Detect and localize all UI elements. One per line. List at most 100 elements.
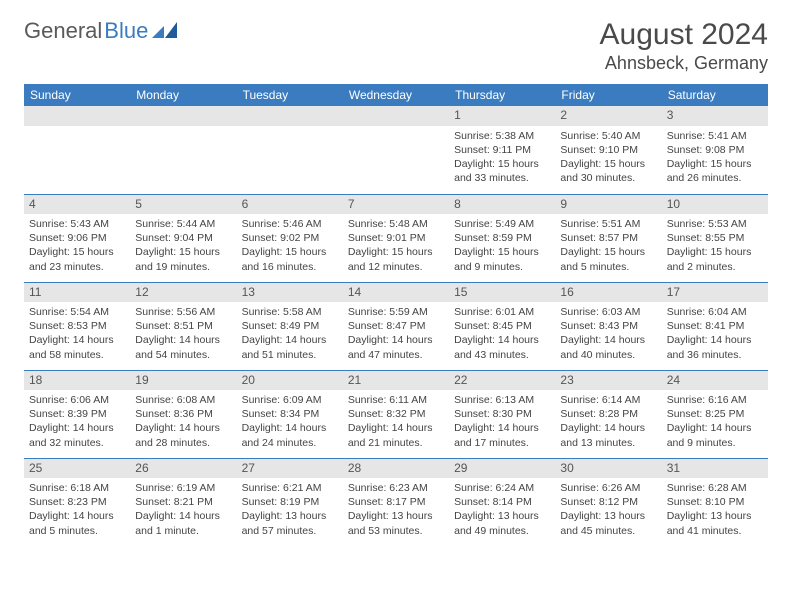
day-number: 23: [555, 371, 661, 391]
day-detail: Sunrise: 5:41 AMSunset: 9:08 PMDaylight:…: [662, 126, 768, 188]
day-detail: Sunrise: 5:44 AMSunset: 9:04 PMDaylight:…: [130, 214, 236, 276]
day-number: 4: [24, 195, 130, 215]
calendar-day-cell: 31Sunrise: 6:28 AMSunset: 8:10 PMDayligh…: [662, 458, 768, 546]
day-detail: Sunrise: 6:19 AMSunset: 8:21 PMDaylight:…: [130, 478, 236, 540]
calendar-day-cell: 10Sunrise: 5:53 AMSunset: 8:55 PMDayligh…: [662, 194, 768, 282]
day-number: 6: [237, 195, 343, 215]
day-number: 1: [449, 106, 555, 126]
calendar-day-cell: 28Sunrise: 6:23 AMSunset: 8:17 PMDayligh…: [343, 458, 449, 546]
day-detail: Sunrise: 6:18 AMSunset: 8:23 PMDaylight:…: [24, 478, 130, 540]
day-detail: Sunrise: 6:09 AMSunset: 8:34 PMDaylight:…: [237, 390, 343, 452]
calendar-day-cell: 22Sunrise: 6:13 AMSunset: 8:30 PMDayligh…: [449, 370, 555, 458]
calendar-day-cell: 25Sunrise: 6:18 AMSunset: 8:23 PMDayligh…: [24, 458, 130, 546]
calendar-week-row: 25Sunrise: 6:18 AMSunset: 8:23 PMDayligh…: [24, 458, 768, 546]
day-detail: Sunrise: 5:59 AMSunset: 8:47 PMDaylight:…: [343, 302, 449, 364]
month-title: August 2024: [600, 18, 768, 51]
day-detail: Sunrise: 6:06 AMSunset: 8:39 PMDaylight:…: [24, 390, 130, 452]
day-detail: Sunrise: 6:03 AMSunset: 8:43 PMDaylight:…: [555, 302, 661, 364]
day-detail: Sunrise: 5:40 AMSunset: 9:10 PMDaylight:…: [555, 126, 661, 188]
day-number: 2: [555, 106, 661, 126]
logo: GeneralBlue: [24, 18, 178, 44]
day-detail: Sunrise: 6:16 AMSunset: 8:25 PMDaylight:…: [662, 390, 768, 452]
weekday-header: Saturday: [662, 84, 768, 106]
day-detail: Sunrise: 5:56 AMSunset: 8:51 PMDaylight:…: [130, 302, 236, 364]
day-number: 19: [130, 371, 236, 391]
calendar-day-cell: 24Sunrise: 6:16 AMSunset: 8:25 PMDayligh…: [662, 370, 768, 458]
day-number: 3: [662, 106, 768, 126]
calendar-day-cell: 8Sunrise: 5:49 AMSunset: 8:59 PMDaylight…: [449, 194, 555, 282]
weekday-header: Monday: [130, 84, 236, 106]
day-number: 8: [449, 195, 555, 215]
day-number: 26: [130, 459, 236, 479]
calendar-day-cell: 1Sunrise: 5:38 AMSunset: 9:11 PMDaylight…: [449, 106, 555, 194]
calendar-day-cell: 27Sunrise: 6:21 AMSunset: 8:19 PMDayligh…: [237, 458, 343, 546]
calendar-day-cell: 14Sunrise: 5:59 AMSunset: 8:47 PMDayligh…: [343, 282, 449, 370]
logo-icon: [152, 22, 178, 40]
day-number: 7: [343, 195, 449, 215]
day-detail: Sunrise: 6:26 AMSunset: 8:12 PMDaylight:…: [555, 478, 661, 540]
day-detail: Sunrise: 5:49 AMSunset: 8:59 PMDaylight:…: [449, 214, 555, 276]
calendar-day-cell: 16Sunrise: 6:03 AMSunset: 8:43 PMDayligh…: [555, 282, 661, 370]
day-detail: Sunrise: 6:01 AMSunset: 8:45 PMDaylight:…: [449, 302, 555, 364]
day-number: 21: [343, 371, 449, 391]
day-detail: Sunrise: 5:46 AMSunset: 9:02 PMDaylight:…: [237, 214, 343, 276]
day-number: 14: [343, 283, 449, 303]
calendar-day-cell: [130, 106, 236, 194]
logo-text-1: General: [24, 18, 102, 44]
day-number: 20: [237, 371, 343, 391]
day-number: 24: [662, 371, 768, 391]
calendar-week-row: 18Sunrise: 6:06 AMSunset: 8:39 PMDayligh…: [24, 370, 768, 458]
calendar-table: SundayMondayTuesdayWednesdayThursdayFrid…: [24, 84, 768, 546]
calendar-day-cell: 29Sunrise: 6:24 AMSunset: 8:14 PMDayligh…: [449, 458, 555, 546]
day-number: 17: [662, 283, 768, 303]
weekday-header: Wednesday: [343, 84, 449, 106]
calendar-day-cell: 30Sunrise: 6:26 AMSunset: 8:12 PMDayligh…: [555, 458, 661, 546]
day-detail: Sunrise: 6:14 AMSunset: 8:28 PMDaylight:…: [555, 390, 661, 452]
day-number: 9: [555, 195, 661, 215]
day-detail: Sunrise: 6:21 AMSunset: 8:19 PMDaylight:…: [237, 478, 343, 540]
calendar-week-row: 4Sunrise: 5:43 AMSunset: 9:06 PMDaylight…: [24, 194, 768, 282]
day-number: 18: [24, 371, 130, 391]
calendar-day-cell: 13Sunrise: 5:58 AMSunset: 8:49 PMDayligh…: [237, 282, 343, 370]
calendar-day-cell: 3Sunrise: 5:41 AMSunset: 9:08 PMDaylight…: [662, 106, 768, 194]
calendar-day-cell: 17Sunrise: 6:04 AMSunset: 8:41 PMDayligh…: [662, 282, 768, 370]
day-number: [343, 106, 449, 126]
weekday-header: Sunday: [24, 84, 130, 106]
calendar-week-row: 1Sunrise: 5:38 AMSunset: 9:11 PMDaylight…: [24, 106, 768, 194]
calendar-day-cell: 7Sunrise: 5:48 AMSunset: 9:01 PMDaylight…: [343, 194, 449, 282]
day-detail: Sunrise: 5:54 AMSunset: 8:53 PMDaylight:…: [24, 302, 130, 364]
title-block: August 2024 Ahnsbeck, Germany: [600, 18, 768, 74]
calendar-body: 1Sunrise: 5:38 AMSunset: 9:11 PMDaylight…: [24, 106, 768, 546]
day-number: 30: [555, 459, 661, 479]
day-detail: Sunrise: 6:24 AMSunset: 8:14 PMDaylight:…: [449, 478, 555, 540]
calendar-day-cell: [343, 106, 449, 194]
day-detail: Sunrise: 5:38 AMSunset: 9:11 PMDaylight:…: [449, 126, 555, 188]
calendar-day-cell: 5Sunrise: 5:44 AMSunset: 9:04 PMDaylight…: [130, 194, 236, 282]
day-detail: Sunrise: 6:11 AMSunset: 8:32 PMDaylight:…: [343, 390, 449, 452]
day-number: 16: [555, 283, 661, 303]
calendar-day-cell: 2Sunrise: 5:40 AMSunset: 9:10 PMDaylight…: [555, 106, 661, 194]
day-number: [24, 106, 130, 126]
header: GeneralBlue August 2024 Ahnsbeck, German…: [24, 18, 768, 74]
calendar-day-cell: 18Sunrise: 6:06 AMSunset: 8:39 PMDayligh…: [24, 370, 130, 458]
day-detail: Sunrise: 5:53 AMSunset: 8:55 PMDaylight:…: [662, 214, 768, 276]
calendar-day-cell: 23Sunrise: 6:14 AMSunset: 8:28 PMDayligh…: [555, 370, 661, 458]
calendar-day-cell: [24, 106, 130, 194]
calendar-day-cell: 9Sunrise: 5:51 AMSunset: 8:57 PMDaylight…: [555, 194, 661, 282]
weekday-header: Tuesday: [237, 84, 343, 106]
calendar-day-cell: 12Sunrise: 5:56 AMSunset: 8:51 PMDayligh…: [130, 282, 236, 370]
day-detail: Sunrise: 5:58 AMSunset: 8:49 PMDaylight:…: [237, 302, 343, 364]
weekday-header: Friday: [555, 84, 661, 106]
day-detail: Sunrise: 5:51 AMSunset: 8:57 PMDaylight:…: [555, 214, 661, 276]
calendar-day-cell: 19Sunrise: 6:08 AMSunset: 8:36 PMDayligh…: [130, 370, 236, 458]
location: Ahnsbeck, Germany: [600, 53, 768, 74]
weekday-header: Thursday: [449, 84, 555, 106]
day-number: 5: [130, 195, 236, 215]
day-detail: Sunrise: 6:13 AMSunset: 8:30 PMDaylight:…: [449, 390, 555, 452]
logo-text-2: Blue: [104, 18, 148, 44]
calendar-day-cell: [237, 106, 343, 194]
calendar-day-cell: 6Sunrise: 5:46 AMSunset: 9:02 PMDaylight…: [237, 194, 343, 282]
weekday-header-row: SundayMondayTuesdayWednesdayThursdayFrid…: [24, 84, 768, 106]
calendar-day-cell: 21Sunrise: 6:11 AMSunset: 8:32 PMDayligh…: [343, 370, 449, 458]
day-number: 13: [237, 283, 343, 303]
